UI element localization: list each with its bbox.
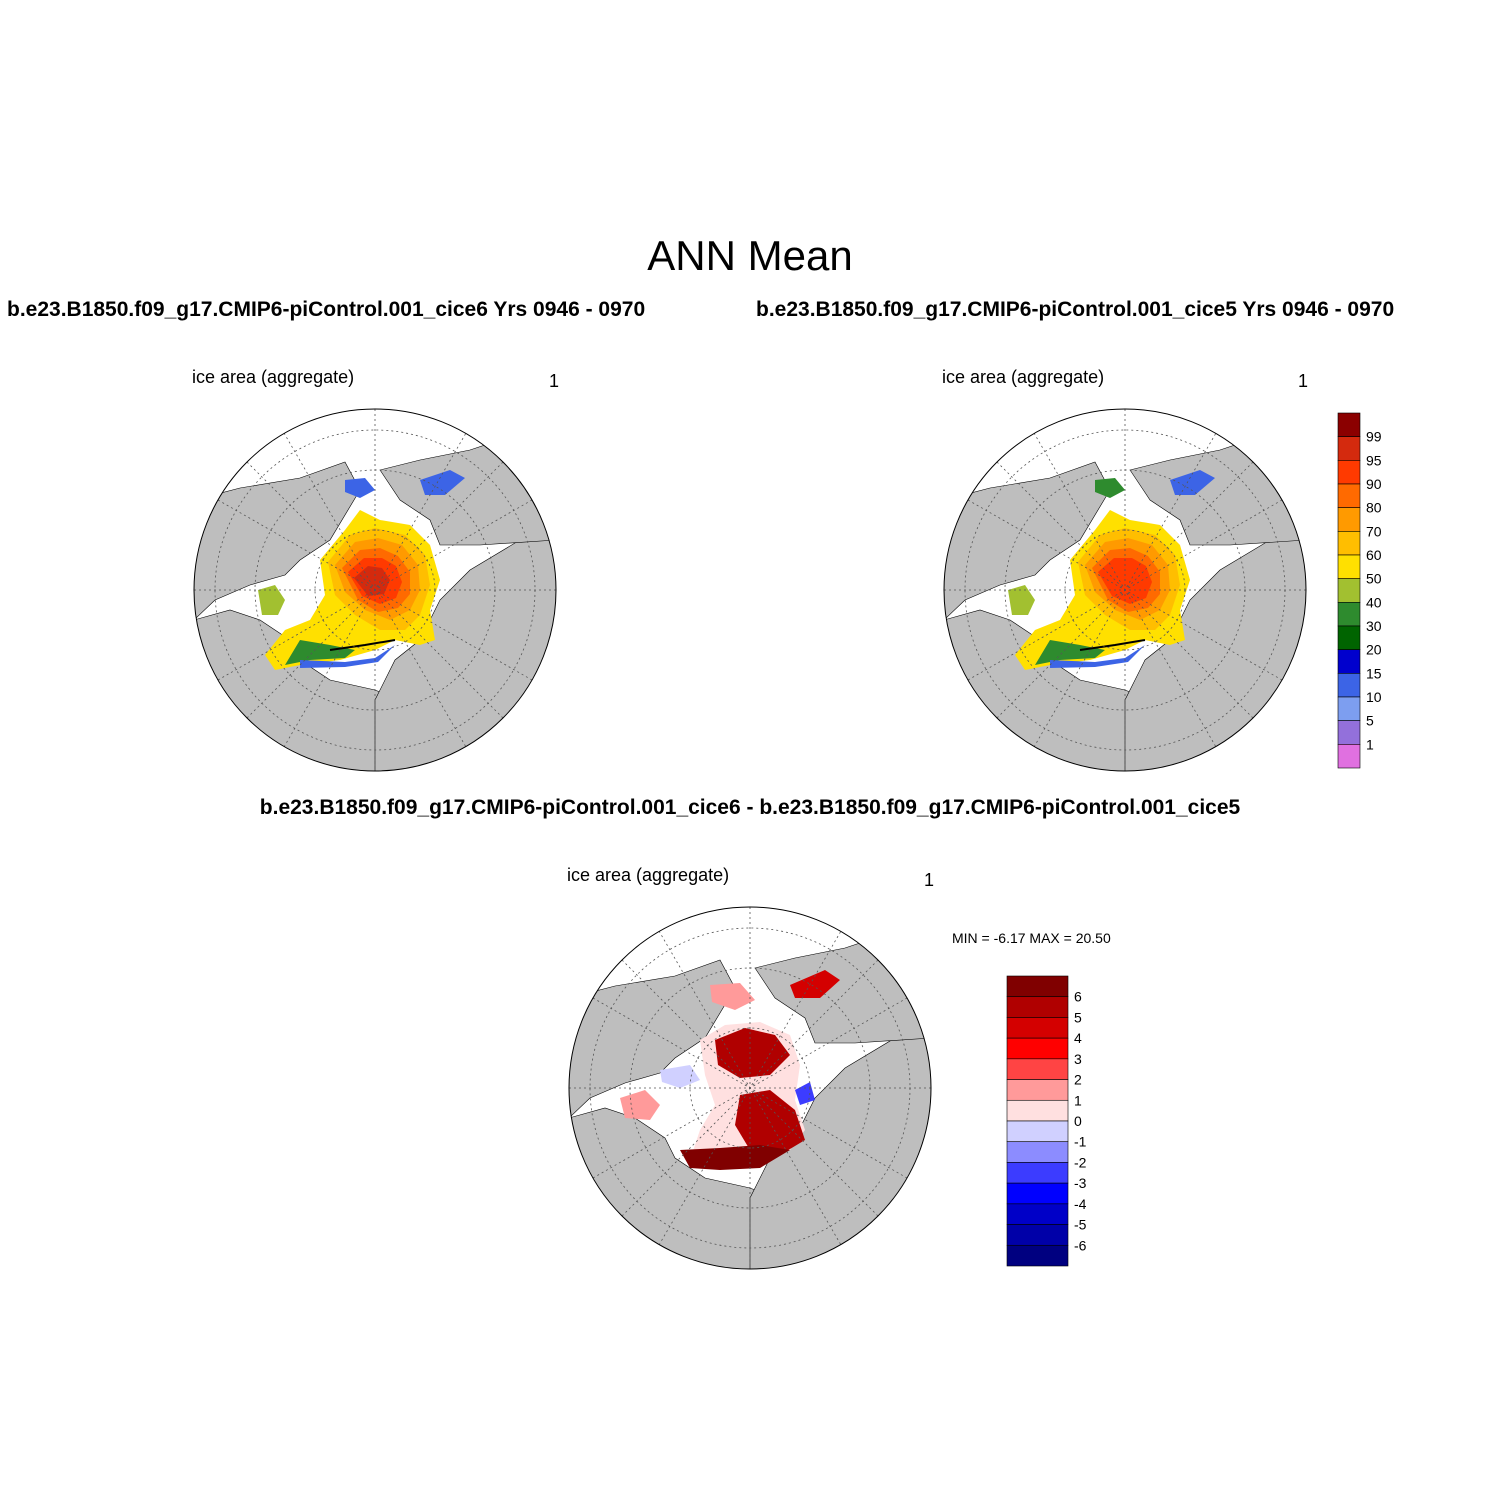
main-colorbar-label: 90 bbox=[1366, 476, 1382, 492]
diff-colorbar-label: 1 bbox=[1074, 1092, 1082, 1108]
main-colorbar-box bbox=[1337, 554, 1361, 579]
main-colorbar-box bbox=[1337, 436, 1361, 461]
variable-label-left: ice area (aggregate) bbox=[192, 367, 355, 387]
main-colorbar-label: 95 bbox=[1366, 452, 1382, 468]
polar-map-right bbox=[943, 408, 1307, 772]
units-label-right: 1 bbox=[1298, 371, 1309, 391]
graticule bbox=[194, 409, 556, 771]
units-label-diff: 1 bbox=[924, 870, 935, 890]
polar-map-left bbox=[193, 408, 557, 772]
main-colorbar-label: 10 bbox=[1366, 689, 1382, 705]
diff-colorbar-box bbox=[1006, 975, 1069, 998]
diff-colorbar-label: 2 bbox=[1074, 1072, 1082, 1088]
diff-colorbar-box bbox=[1006, 1224, 1069, 1246]
main-colorbar-box bbox=[1337, 507, 1361, 532]
case-title-right: b.e23.B1850.f09_g17.CMIP6-piControl.001_… bbox=[756, 298, 1395, 321]
diff-colorbar-box bbox=[1006, 1141, 1069, 1163]
polar-map-difference bbox=[568, 906, 932, 1270]
variable-label-right: ice area (aggregate) bbox=[942, 367, 1105, 387]
diff-colorbar-box bbox=[1006, 1079, 1069, 1101]
diff-colorbar-label: 0 bbox=[1074, 1113, 1082, 1129]
graticule bbox=[944, 409, 1306, 771]
diff-colorbar-label: 6 bbox=[1074, 989, 1082, 1005]
colorbar-main: 99 95 90 80 70 60 50 40 30 20 15 10 5 1 bbox=[1337, 412, 1382, 769]
main-colorbar-label: 60 bbox=[1366, 547, 1382, 563]
main-colorbar-box bbox=[1337, 625, 1361, 650]
main-colorbar-label: 15 bbox=[1366, 665, 1382, 681]
diff-colorbar-label: 5 bbox=[1074, 1009, 1082, 1025]
main-colorbar-label: 30 bbox=[1366, 618, 1382, 634]
figure-title: ANN Mean bbox=[647, 232, 853, 279]
diff-colorbar-box bbox=[1006, 1203, 1069, 1225]
colorbar-difference: 6 5 4 3 2 1 0 -1 -2 -3 -4 -5 -6 bbox=[1006, 975, 1087, 1267]
diff-colorbar-box bbox=[1006, 1099, 1069, 1122]
main-colorbar-label: 20 bbox=[1366, 642, 1382, 658]
diff-colorbar-label: -1 bbox=[1074, 1134, 1087, 1150]
diff-colorbar-box bbox=[1006, 1017, 1069, 1039]
main-colorbar-box bbox=[1337, 602, 1361, 627]
diff-colorbar-box bbox=[1006, 1058, 1069, 1080]
sea-ice-field bbox=[258, 470, 465, 670]
main-colorbar-box bbox=[1337, 460, 1361, 485]
units-label-left: 1 bbox=[549, 371, 560, 391]
main-colorbar-box bbox=[1337, 531, 1361, 556]
main-colorbar-box bbox=[1337, 673, 1361, 698]
diff-colorbar-box bbox=[1006, 1037, 1069, 1060]
diff-colorbar-label: -3 bbox=[1074, 1175, 1087, 1191]
main-colorbar-label: 40 bbox=[1366, 594, 1382, 610]
main-colorbar-box bbox=[1337, 578, 1361, 603]
diff-colorbar-label: 3 bbox=[1074, 1051, 1082, 1067]
main-colorbar-box bbox=[1337, 649, 1361, 674]
sea-ice-field bbox=[1008, 470, 1215, 670]
main-colorbar-box bbox=[1337, 483, 1361, 508]
diff-colorbar-label: -5 bbox=[1074, 1217, 1087, 1233]
difference-title: b.e23.B1850.f09_g17.CMIP6-piControl.001_… bbox=[259, 796, 1241, 819]
min-max-stats: MIN = -6.17 MAX = 20.50 bbox=[952, 930, 1111, 946]
variable-label-diff: ice area (aggregate) bbox=[567, 865, 730, 885]
diff-colorbar-box bbox=[1006, 996, 1069, 1018]
graticule bbox=[569, 907, 931, 1269]
diff-colorbar-box bbox=[1006, 1182, 1069, 1205]
main-colorbar-box bbox=[1337, 720, 1361, 745]
diff-colorbar-box bbox=[1006, 1162, 1069, 1184]
main-colorbar-label: 70 bbox=[1366, 523, 1382, 539]
main-colorbar-label: 99 bbox=[1366, 429, 1382, 445]
main-colorbar-label: 5 bbox=[1366, 713, 1374, 729]
main-colorbar-label: 1 bbox=[1366, 736, 1374, 752]
main-colorbar-box bbox=[1337, 412, 1361, 437]
case-title-left: b.e23.B1850.f09_g17.CMIP6-piControl.001_… bbox=[7, 298, 646, 321]
diff-colorbar-box bbox=[1006, 1244, 1069, 1267]
main-colorbar-label: 80 bbox=[1366, 500, 1382, 516]
diff-colorbar-label: -2 bbox=[1074, 1154, 1087, 1170]
main-colorbar-box bbox=[1337, 696, 1361, 721]
diff-colorbar-box bbox=[1006, 1120, 1069, 1143]
diff-colorbar-label: -6 bbox=[1074, 1237, 1087, 1253]
main-colorbar-label: 50 bbox=[1366, 571, 1382, 587]
diff-colorbar-label: -4 bbox=[1074, 1196, 1087, 1212]
diff-colorbar-label: 4 bbox=[1074, 1030, 1082, 1046]
main-colorbar-box bbox=[1337, 744, 1361, 769]
